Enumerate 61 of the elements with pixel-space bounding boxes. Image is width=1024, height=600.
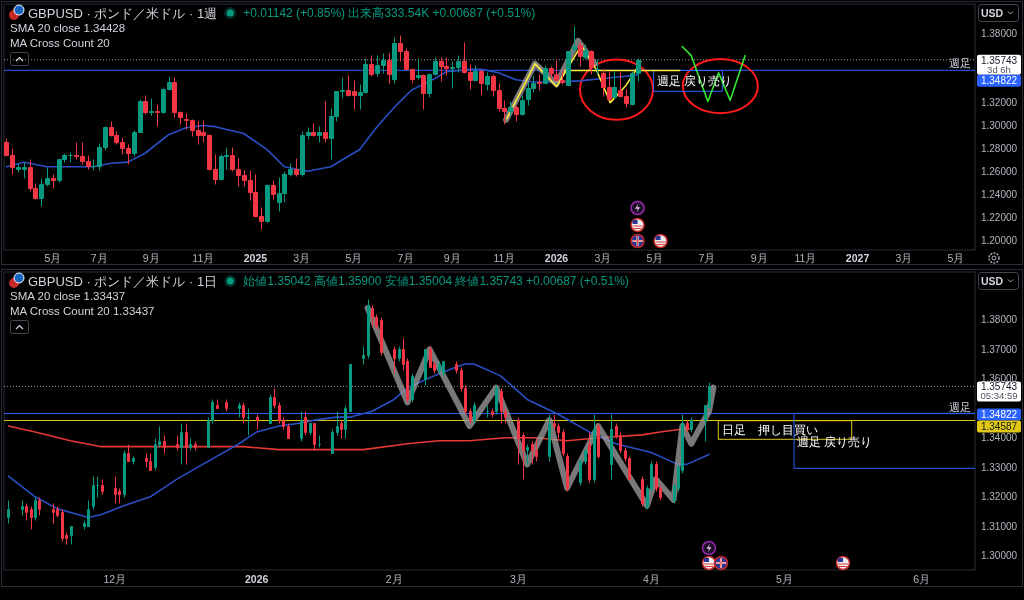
- y-tick-label: 1.32000: [980, 97, 1018, 109]
- y-tick-label: 1.30000: [980, 550, 1018, 562]
- y-tick-label: 1.20000: [980, 234, 1018, 246]
- y-tick-label: 1.34000: [980, 432, 1018, 444]
- x-tick-label: 12月: [103, 573, 127, 585]
- annotation: SMA 20 close 1.34428: [10, 22, 126, 34]
- y-tick-label: 1.33000: [980, 461, 1018, 473]
- y-tick-label: 1.38000: [980, 28, 1018, 40]
- x-tick-label: 7月: [90, 252, 108, 264]
- x-tick-label: 2026: [245, 573, 269, 585]
- x-tick-label: 3月: [895, 252, 913, 264]
- annotation: MA Cross Count 20 1.33437: [10, 305, 155, 317]
- ref-line-label: 1.35743: [980, 381, 1018, 393]
- y-axis-title: USD: [980, 7, 1004, 19]
- x-tick-label: 11月: [192, 252, 215, 264]
- y-tick-label: 1.38000: [980, 314, 1018, 326]
- ref-line-label: 1.34822: [980, 74, 1018, 86]
- x-tick-label: 5月: [775, 573, 793, 585]
- x-tick-label: 3月: [594, 252, 612, 264]
- x-tick-label: 6月: [913, 573, 931, 585]
- y-tick-label: 1.24000: [980, 188, 1018, 200]
- x-tick-label: 9月: [750, 252, 768, 264]
- x-tick-label: 4月: [642, 573, 660, 585]
- annotation: MA Cross Count 20: [10, 37, 110, 49]
- y-tick-label: 1.22000: [980, 211, 1018, 223]
- y-tick-label: 1.32000: [980, 491, 1018, 503]
- chart-subtitle: 始値1.35042 高値1.35900 安値1.35004 終値1.35743 +0.00687 (+0.51%): [243, 274, 629, 288]
- x-tick-label: 9月: [443, 252, 461, 264]
- y-tick-label: 1.26000: [980, 165, 1018, 177]
- x-tick-label: 2027: [845, 252, 870, 264]
- x-tick-label: 7月: [397, 252, 415, 264]
- y-tick-label: 1.31000: [980, 520, 1018, 532]
- x-tick-label: 9月: [142, 252, 160, 264]
- text: 3d 6h: [987, 63, 1011, 75]
- y-tick-label: 1.28000: [980, 142, 1018, 154]
- annotation: 週足: [949, 400, 971, 413]
- annotation: SMA 20 close 1.33437: [10, 290, 126, 302]
- x-tick-label: 11月: [493, 252, 516, 264]
- ref-line-label: 1.34587: [980, 420, 1018, 432]
- chart-title: GBPUSD · ポンド／米ドル · 1日: [28, 273, 218, 289]
- ref-line-label: 1.35743: [980, 54, 1018, 66]
- x-tick-label: 11月: [794, 252, 817, 264]
- ref-line-label: 1.34822: [980, 408, 1018, 420]
- y-tick-label: 1.37000: [980, 343, 1018, 355]
- x-tick-label: 2025: [243, 252, 268, 264]
- text: 05:34:59: [980, 390, 1018, 402]
- x-tick-label: 5月: [345, 252, 363, 264]
- x-tick-label: 5月: [947, 252, 965, 264]
- annotation: 日足 押し目買い: [721, 423, 818, 437]
- x-tick-label: 5月: [44, 252, 62, 264]
- y-tick-label: 1.30000: [980, 120, 1018, 132]
- x-tick-label: 2月: [385, 573, 403, 585]
- chart-title: GBPUSD · ポンド／米ドル · 1週: [28, 5, 218, 21]
- x-tick-label: 7月: [698, 252, 716, 264]
- x-tick-label: 5月: [646, 252, 664, 264]
- x-tick-label: 3月: [509, 573, 527, 585]
- chart-subtitle: +0.01142 (+0.85%) 出来高333.54K +0.00687 (+0.51%): [243, 6, 536, 20]
- x-tick-label: 2026: [544, 252, 569, 264]
- x-tick-label: 3月: [293, 252, 311, 264]
- annotation: 週足: [949, 57, 971, 70]
- y-axis-title: USD: [980, 275, 1004, 287]
